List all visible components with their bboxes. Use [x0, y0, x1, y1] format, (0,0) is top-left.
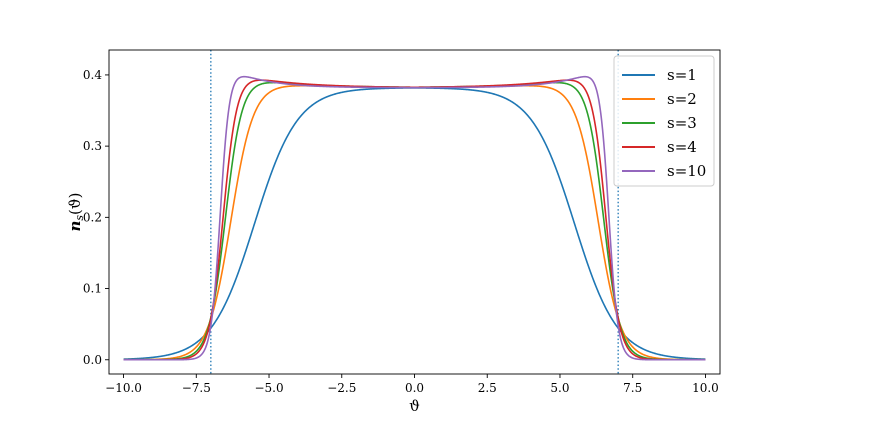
x-tick-label: −5.0 [254, 381, 283, 395]
legend-label: s=2 [667, 90, 697, 108]
legend-label: s=3 [667, 114, 697, 132]
y-axis-label-sub: s [73, 215, 86, 221]
y-axis-ticks: 0.0 0.1 0.2 0.3 0.4 [83, 68, 109, 367]
series-lines [123, 75, 706, 361]
y-axis-label: ns(ϑ) [66, 193, 86, 232]
legend-label: s=4 [667, 138, 697, 156]
x-axis-label: ϑ [409, 397, 420, 415]
y-axis-label-main: n [66, 221, 84, 232]
y-tick-label: 0.2 [83, 210, 102, 224]
legend-label: s=1 [667, 66, 697, 84]
series-line-s=10 [123, 75, 706, 361]
x-tick-label: −7.5 [182, 381, 211, 395]
y-tick-label: 0.0 [83, 353, 102, 367]
x-tick-label: 7.5 [623, 381, 642, 395]
y-tick-label: 0.3 [83, 139, 102, 153]
legend-box [613, 55, 715, 187]
x-tick-label: −2.5 [327, 381, 356, 395]
y-axis-label-tail: (ϑ) [66, 193, 84, 215]
x-tick-label: 10.0 [692, 381, 719, 395]
x-tick-label: 5.0 [550, 381, 569, 395]
x-axis-ticks: −10.0 −7.5 −5.0 −2.5 0.0 2.5 5.0 7.5 10.0 [105, 374, 719, 395]
legend-label: s=10 [667, 162, 706, 180]
legend: s=1 s=2 s=3 s=4 s=10 [613, 55, 715, 187]
x-tick-label: 2.5 [478, 381, 497, 395]
x-tick-label: 0.0 [405, 381, 424, 395]
y-tick-label: 0.1 [83, 282, 102, 296]
y-tick-label: 0.4 [83, 68, 102, 82]
x-tick-label: −10.0 [105, 381, 142, 395]
